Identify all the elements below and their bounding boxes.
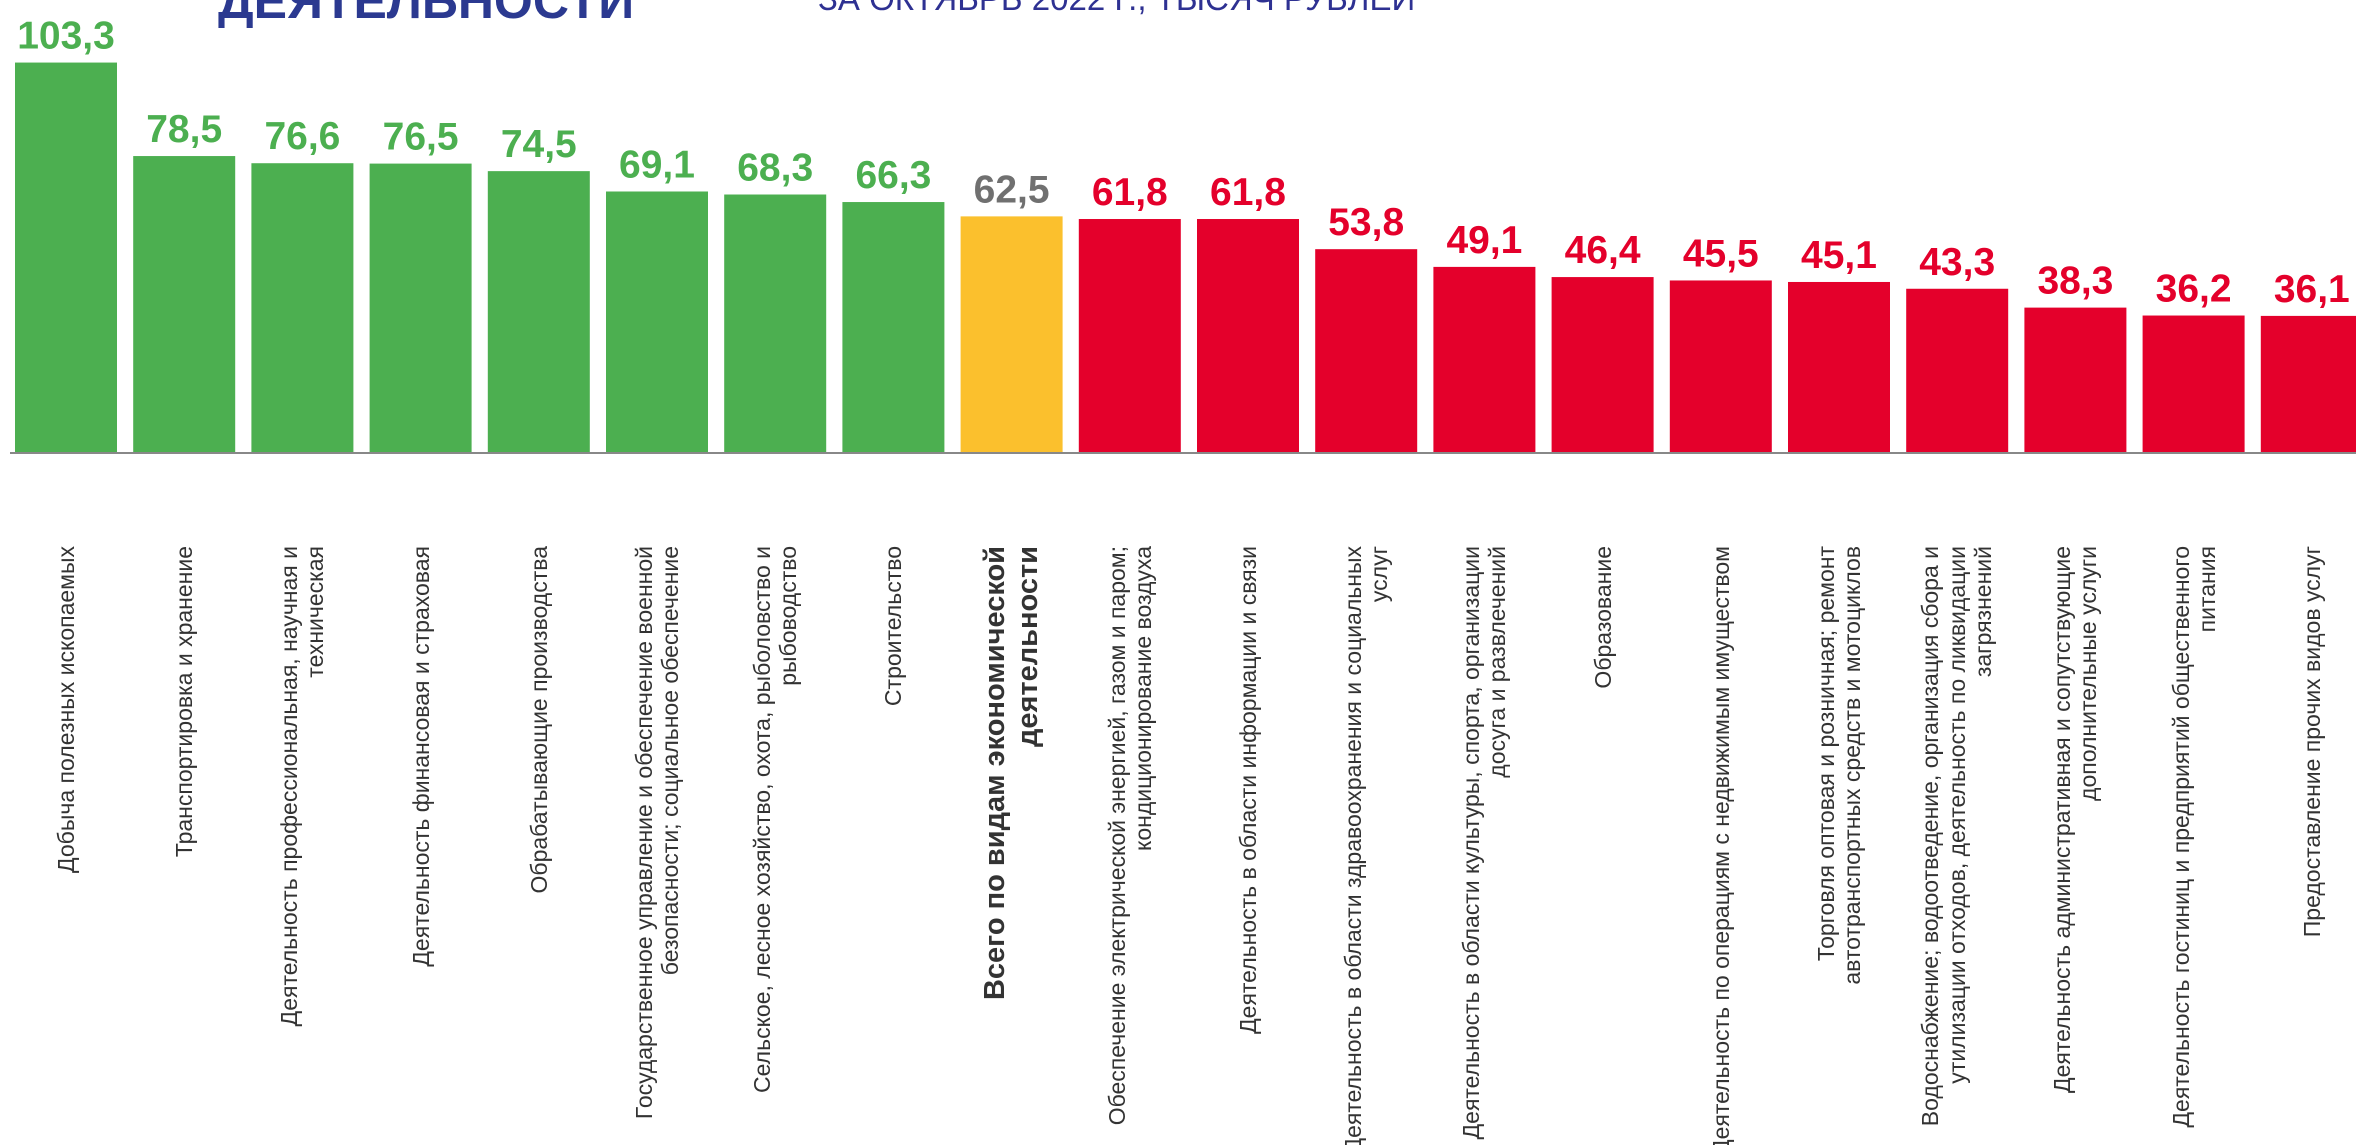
category-label: Обеспечение электрической энергией, газо… xyxy=(1074,546,1186,1145)
category-label: Предоставление прочих видов услуг xyxy=(2256,546,2356,1145)
bar xyxy=(488,171,590,452)
category-label: Государственное управление и обеспечение… xyxy=(601,546,713,1145)
category-label: Транспортировка и хранение xyxy=(128,546,240,1145)
bar xyxy=(133,156,235,452)
category-label: Строительство xyxy=(837,546,949,1145)
category-label: Обрабатывающие производства xyxy=(483,546,595,1145)
data-label: 43,3 xyxy=(1919,241,1995,284)
data-label: 62,5 xyxy=(974,168,1050,211)
page: ДЕЯТЕЛЬНОСТИ ЗА ОКТЯБРЬ 2022 Г., ТЫСЯЧ Р… xyxy=(0,0,2356,1145)
category-label: Деятельность по операциям с недвижимым и… xyxy=(1665,546,1777,1145)
data-label: 45,5 xyxy=(1683,232,1759,275)
category-label: Деятельность в области культуры, спорта,… xyxy=(1428,546,1540,1145)
data-label: 66,3 xyxy=(855,154,931,197)
category-label: Деятельность административная и сопутств… xyxy=(2019,546,2131,1145)
bar xyxy=(1906,289,2008,452)
bar xyxy=(1433,267,1535,452)
bar xyxy=(606,191,708,452)
data-label: 36,2 xyxy=(2156,268,2232,311)
bar xyxy=(724,195,826,452)
category-label: Образование xyxy=(1547,546,1659,1145)
chart-title: ДЕЯТЕЛЬНОСТИ xyxy=(218,0,634,29)
category-label: Сельское, лесное хозяйство, охота, рыбол… xyxy=(719,546,831,1145)
chart-subtitle: ЗА ОКТЯБРЬ 2022 Г., ТЫСЯЧ РУБЛЕЙ xyxy=(818,0,1415,17)
data-label: 53,8 xyxy=(1328,201,1404,244)
category-label: Торговля оптовая и розничная; ремонт авт… xyxy=(1783,546,1895,1145)
bar xyxy=(251,163,353,452)
bar xyxy=(1788,282,1890,452)
data-label: 61,8 xyxy=(1210,171,1286,214)
bar xyxy=(1315,249,1417,452)
data-label: 38,3 xyxy=(2037,260,2113,303)
data-label: 49,1 xyxy=(1446,219,1522,262)
data-label: 76,5 xyxy=(383,116,459,159)
data-label: 68,3 xyxy=(737,147,813,190)
category-label: Деятельность в области информации и связ… xyxy=(1192,546,1304,1145)
category-label: Добыча полезных ископаемых xyxy=(10,546,122,1145)
bar xyxy=(2261,316,2356,452)
data-label: 46,4 xyxy=(1565,229,1641,272)
bar xyxy=(2143,316,2245,452)
bar xyxy=(1197,219,1299,452)
bar xyxy=(842,202,944,452)
category-label: Всего по видам экономической деятельност… xyxy=(956,546,1068,1145)
data-label: 36,1 xyxy=(2274,268,2350,311)
category-label: Деятельность профессиональная, научная и… xyxy=(246,546,358,1145)
bar xyxy=(961,216,1063,452)
bar xyxy=(1079,219,1181,452)
bar xyxy=(2024,308,2126,452)
category-label: Деятельность гостиниц и предприятий обще… xyxy=(2138,546,2250,1145)
data-label: 69,1 xyxy=(619,143,695,186)
data-label: 45,1 xyxy=(1801,234,1877,277)
category-label: Деятельность финансовая и страховая xyxy=(365,546,477,1145)
data-label: 61,8 xyxy=(1092,171,1168,214)
category-label: Деятельность в области здравоохранения и… xyxy=(1310,546,1422,1145)
category-label: Водоснабжение; водоотведение, организаци… xyxy=(1901,546,2013,1145)
bar xyxy=(15,63,117,452)
data-label: 78,5 xyxy=(146,108,222,151)
bar xyxy=(1670,280,1772,452)
bar xyxy=(370,164,472,452)
bar xyxy=(1552,277,1654,452)
data-label: 103,3 xyxy=(17,15,115,58)
data-label: 74,5 xyxy=(501,123,577,166)
data-label: 76,6 xyxy=(264,115,340,158)
